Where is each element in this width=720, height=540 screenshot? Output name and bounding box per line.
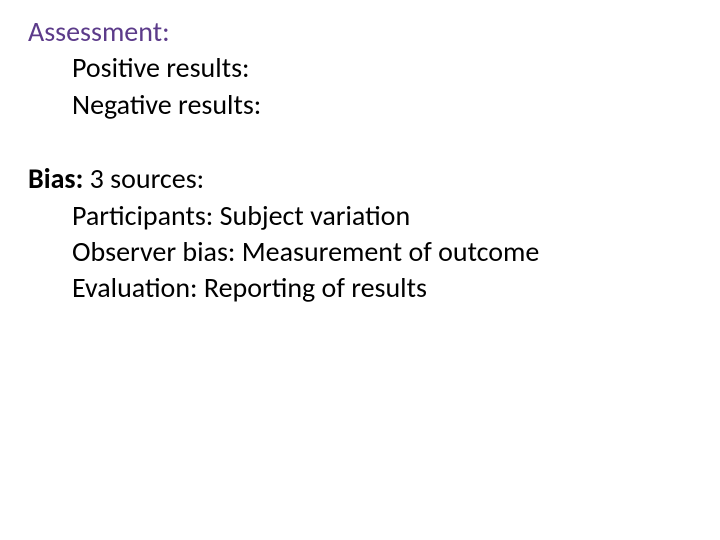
assessment-item: Negative results: <box>28 87 700 123</box>
bias-heading-bold: Bias: <box>28 161 83 196</box>
bias-heading-rest: 3 sources: <box>83 161 204 196</box>
bias-item: Observer bias: Measurement of outcome <box>28 234 700 270</box>
bias-heading: Bias: 3 sources: <box>28 161 700 197</box>
slide-container: Assessment: Positive results: Negative r… <box>0 0 720 540</box>
bias-item: Participants: Subject variation <box>28 198 700 234</box>
bias-item: Evaluation: Reporting of results <box>28 270 700 306</box>
assessment-heading: Assessment: <box>28 14 700 50</box>
assessment-block: Assessment: Positive results: Negative r… <box>28 14 700 123</box>
bias-block: Bias: 3 sources: Participants: Subject v… <box>28 161 700 307</box>
assessment-item: Positive results: <box>28 50 700 86</box>
